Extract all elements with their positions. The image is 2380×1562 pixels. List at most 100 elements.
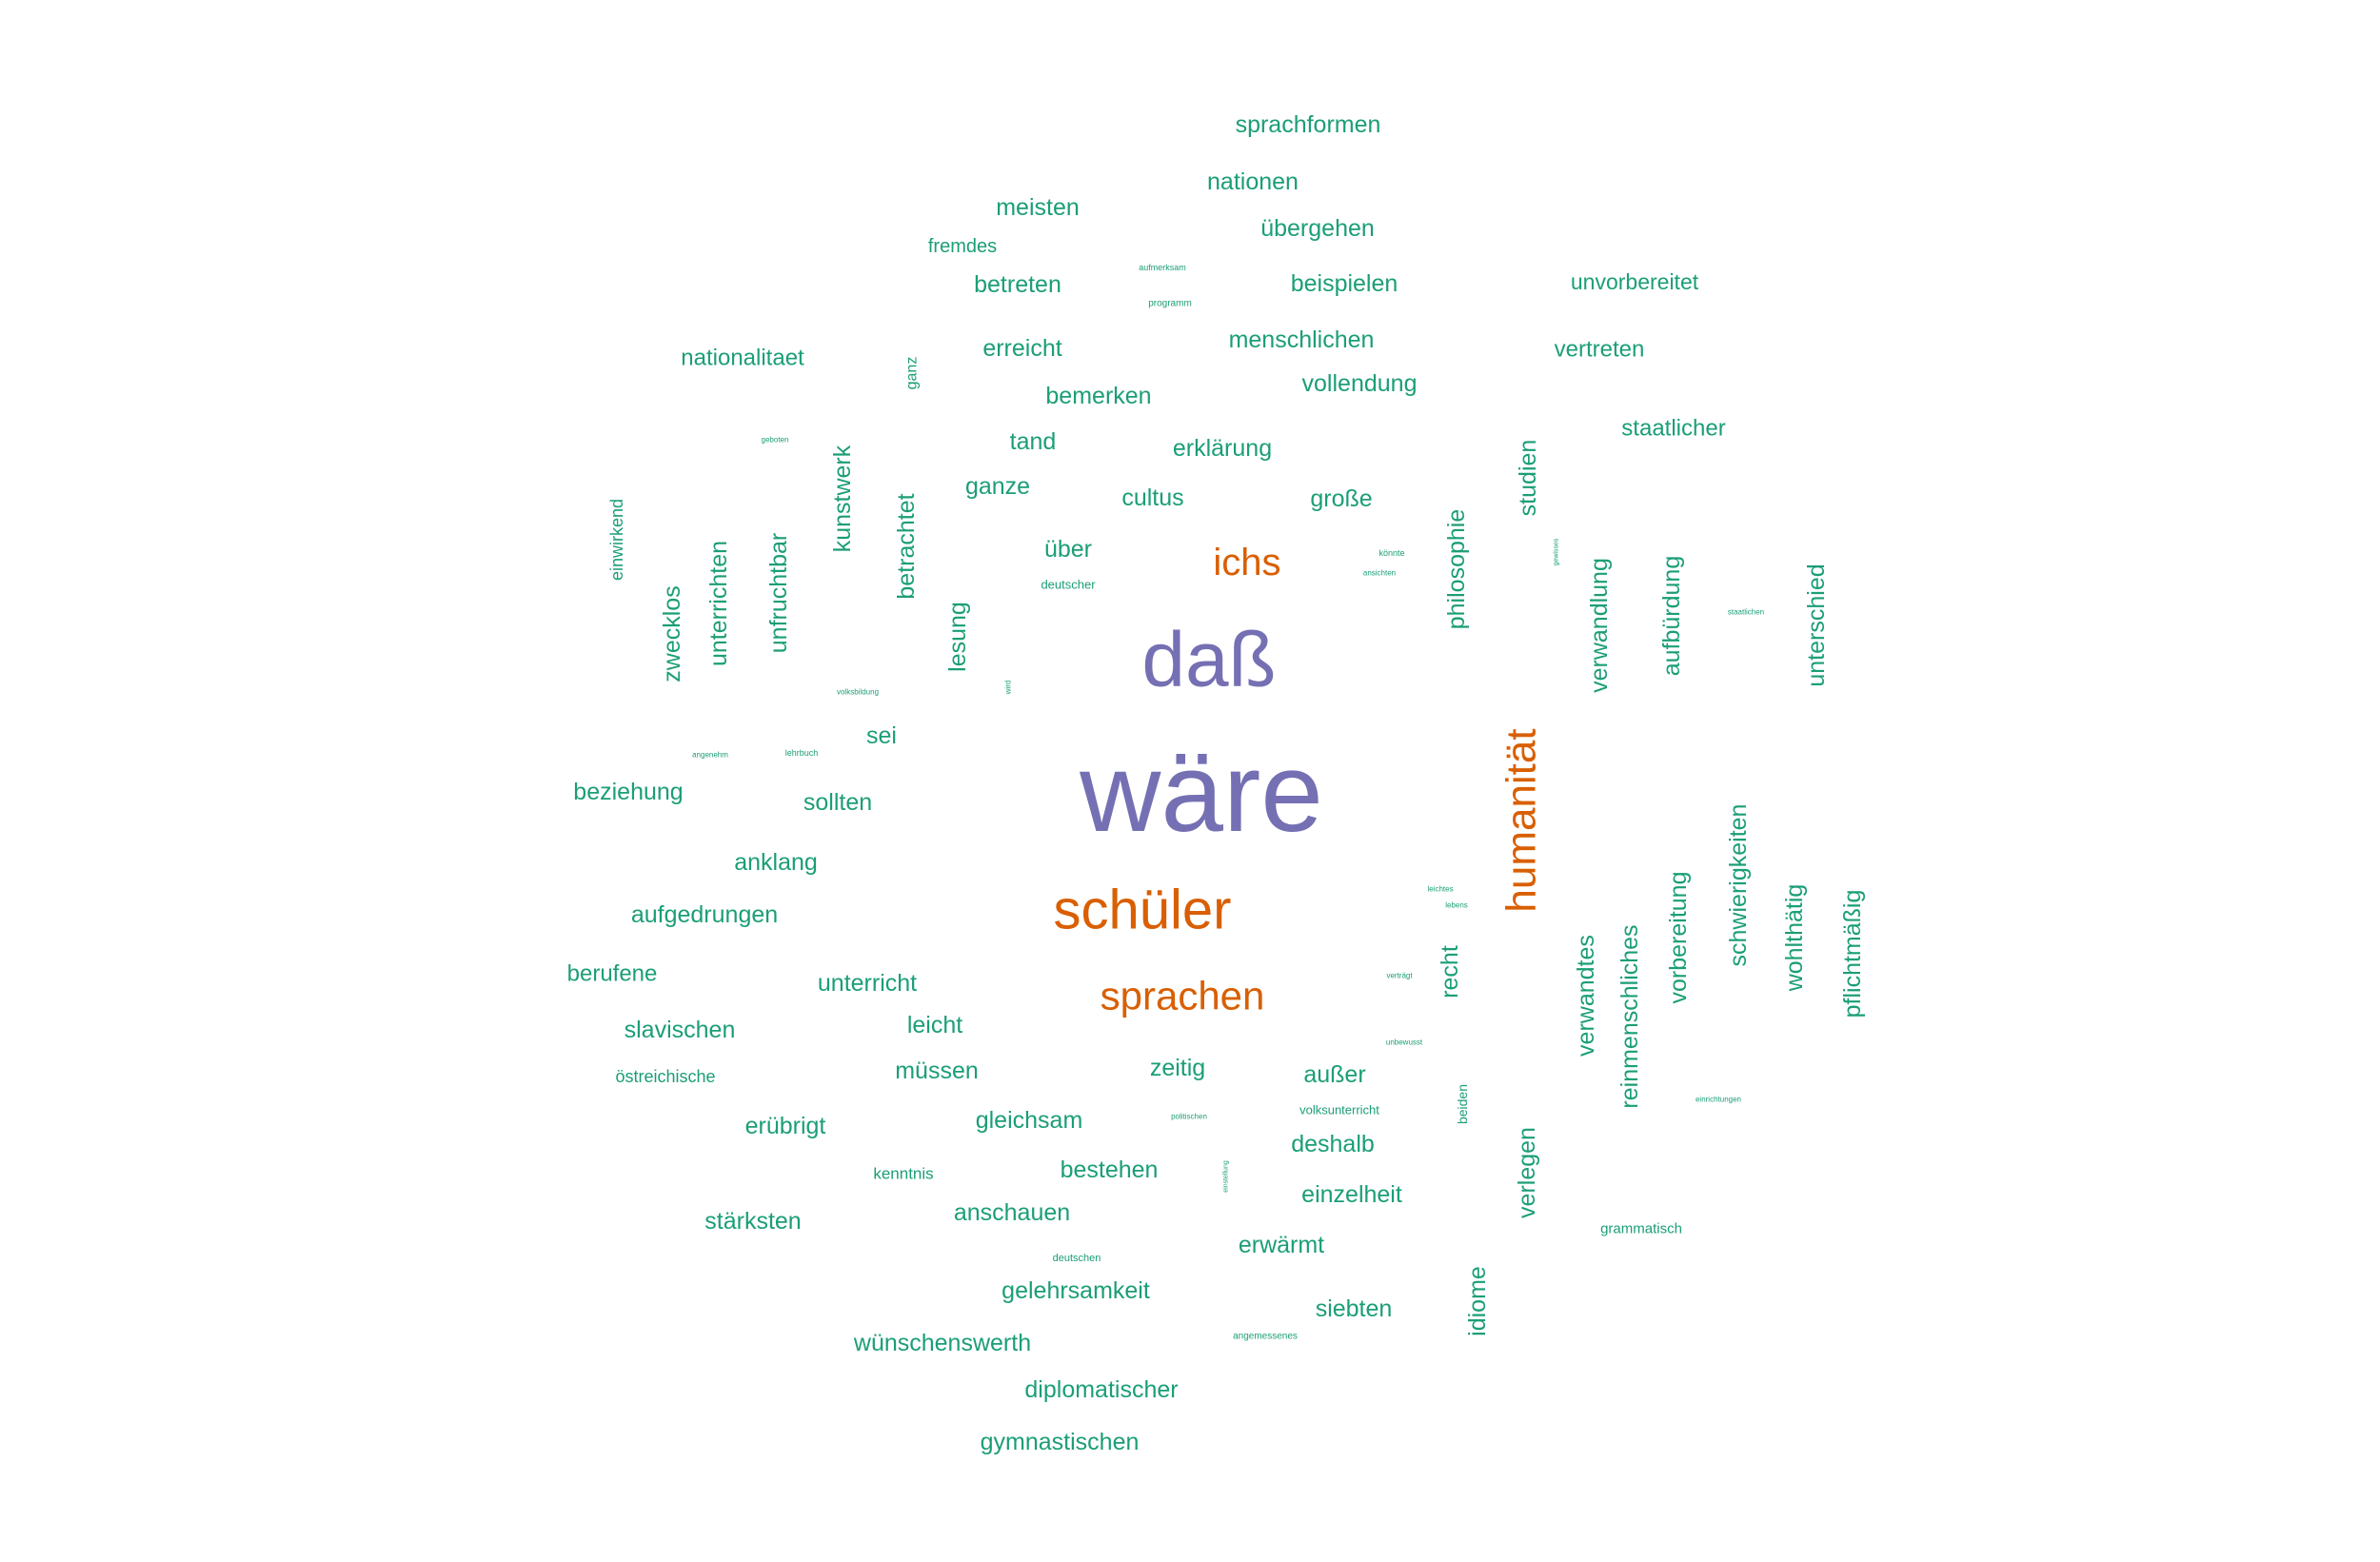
cloud-word: volksbildung xyxy=(837,688,879,697)
cloud-word: ganz xyxy=(904,357,921,390)
cloud-word: pflichtmäßig xyxy=(1839,890,1866,1018)
cloud-word: aufmerksam xyxy=(1139,263,1186,272)
cloud-word: unbewusst xyxy=(1386,1038,1423,1047)
cloud-word: sei xyxy=(866,722,897,749)
cloud-word: wäre xyxy=(1079,730,1323,856)
cloud-word: bestehen xyxy=(1061,1157,1159,1183)
cloud-word: lebens xyxy=(1445,901,1468,910)
cloud-word: nationen xyxy=(1207,168,1299,195)
cloud-word: ansichten xyxy=(1363,569,1396,578)
cloud-word: unterricht xyxy=(818,970,917,997)
cloud-word: bemerken xyxy=(1045,383,1151,409)
cloud-word: anschauen xyxy=(954,1199,1070,1226)
cloud-word: fremdes xyxy=(928,236,997,257)
cloud-word: staatlicher xyxy=(1621,416,1725,442)
cloud-word: erübrigt xyxy=(745,1113,826,1139)
cloud-word: schüler xyxy=(1054,880,1232,941)
cloud-word: aufgedrungen xyxy=(631,901,778,928)
cloud-word: kunstwerk xyxy=(829,445,856,552)
cloud-word: zeitig xyxy=(1150,1055,1205,1081)
cloud-word: einzelheit xyxy=(1301,1181,1402,1208)
cloud-word: übergehen xyxy=(1260,215,1375,242)
cloud-word: lehrbuch xyxy=(785,748,819,758)
cloud-word: erreicht xyxy=(982,335,1061,362)
cloud-word: unterrichten xyxy=(705,541,732,666)
cloud-word: erwärmt xyxy=(1239,1232,1324,1258)
cloud-word: sprachen xyxy=(1101,974,1265,1018)
cloud-word: grammatisch xyxy=(1600,1221,1682,1237)
cloud-word: gewisses xyxy=(1554,538,1560,565)
cloud-word: staatlichen xyxy=(1728,608,1764,617)
cloud-word: betrachtet xyxy=(893,493,920,599)
cloud-word: geboten xyxy=(762,436,789,445)
cloud-word: reinmenschliches xyxy=(1616,924,1643,1108)
cloud-word: östreichische xyxy=(615,1067,715,1086)
cloud-word: studien xyxy=(1515,440,1541,517)
cloud-word: philosophie xyxy=(1443,509,1470,630)
cloud-word: vertreten xyxy=(1555,337,1645,363)
cloud-word: einrichtungen xyxy=(1696,1096,1741,1104)
cloud-word: programm xyxy=(1148,299,1192,309)
cloud-word: einwirkend xyxy=(607,499,626,581)
cloud-word: slavischen xyxy=(625,1017,736,1043)
cloud-word: humanität xyxy=(1498,728,1545,912)
cloud-word: menschlichen xyxy=(1229,326,1375,353)
cloud-word: gymnastischen xyxy=(981,1429,1140,1455)
cloud-word: erklärung xyxy=(1173,435,1272,462)
cloud-word: deshalb xyxy=(1291,1131,1375,1157)
cloud-word: zwecklos xyxy=(659,585,685,682)
cloud-word: unvorbereitet xyxy=(1571,269,1699,294)
cloud-word: gleichsam xyxy=(976,1107,1083,1134)
cloud-word: beiden xyxy=(1455,1084,1470,1124)
cloud-word: betreten xyxy=(974,271,1061,298)
cloud-word: verwandtes xyxy=(1573,935,1599,1057)
cloud-word: leicht xyxy=(907,1012,962,1038)
cloud-word: unterschied xyxy=(1803,564,1830,686)
cloud-word: müssen xyxy=(895,1058,979,1084)
cloud-word: verwandlung xyxy=(1586,558,1613,693)
cloud-word: deutscher xyxy=(1041,578,1096,592)
cloud-word: meisten xyxy=(996,194,1080,221)
cloud-word: berufene xyxy=(567,961,658,987)
cloud-word: über xyxy=(1044,536,1092,563)
cloud-word: daß xyxy=(1141,617,1276,703)
cloud-word: vorbereitung xyxy=(1665,872,1692,1004)
cloud-word: angenehm xyxy=(692,751,728,760)
cloud-word: einstellung xyxy=(1223,1160,1230,1193)
cloud-word: siebten xyxy=(1316,1295,1393,1322)
cloud-word: ganze xyxy=(965,473,1030,500)
cloud-word: diplomatischer xyxy=(1024,1376,1178,1403)
cloud-word: politischen xyxy=(1171,1113,1207,1121)
cloud-word: beziehung xyxy=(573,779,683,805)
cloud-word: könnte xyxy=(1378,548,1404,558)
cloud-word: tand xyxy=(1010,428,1057,455)
cloud-word: gelehrsamkeit xyxy=(1002,1277,1150,1304)
cloud-word: verträgt xyxy=(1386,972,1413,980)
cloud-word: außer xyxy=(1303,1061,1365,1088)
cloud-word: volksunterricht xyxy=(1299,1103,1379,1117)
cloud-word: wünschenswerth xyxy=(853,1330,1031,1356)
cloud-word: lesung xyxy=(944,602,971,672)
cloud-word: stärksten xyxy=(704,1208,801,1235)
cloud-word: sollten xyxy=(803,789,872,816)
cloud-word: leichtes xyxy=(1427,885,1453,894)
cloud-word: vollendung xyxy=(1302,370,1418,397)
cloud-word: recht xyxy=(1437,945,1463,998)
cloud-word: aufbürdung xyxy=(1658,556,1685,677)
cloud-word: kenntnis xyxy=(873,1165,933,1183)
cloud-word: unfruchtbar xyxy=(765,533,792,653)
cloud-word: cultus xyxy=(1121,484,1183,511)
cloud-word: verlegen xyxy=(1514,1127,1540,1218)
cloud-word: anklang xyxy=(734,849,818,876)
cloud-word: große xyxy=(1310,485,1372,512)
cloud-word: schwierigkeiten xyxy=(1725,804,1752,967)
cloud-word: ichs xyxy=(1213,542,1280,583)
cloud-word: sprachformen xyxy=(1236,111,1381,138)
cloud-word: beispielen xyxy=(1291,270,1398,297)
cloud-word: idiome xyxy=(1464,1266,1491,1336)
cloud-word: wohlthätig xyxy=(1781,884,1808,993)
cloud-word: nationalitaet xyxy=(681,346,804,371)
cloud-word: wird xyxy=(1004,681,1013,696)
cloud-word: deutschen xyxy=(1053,1253,1101,1264)
